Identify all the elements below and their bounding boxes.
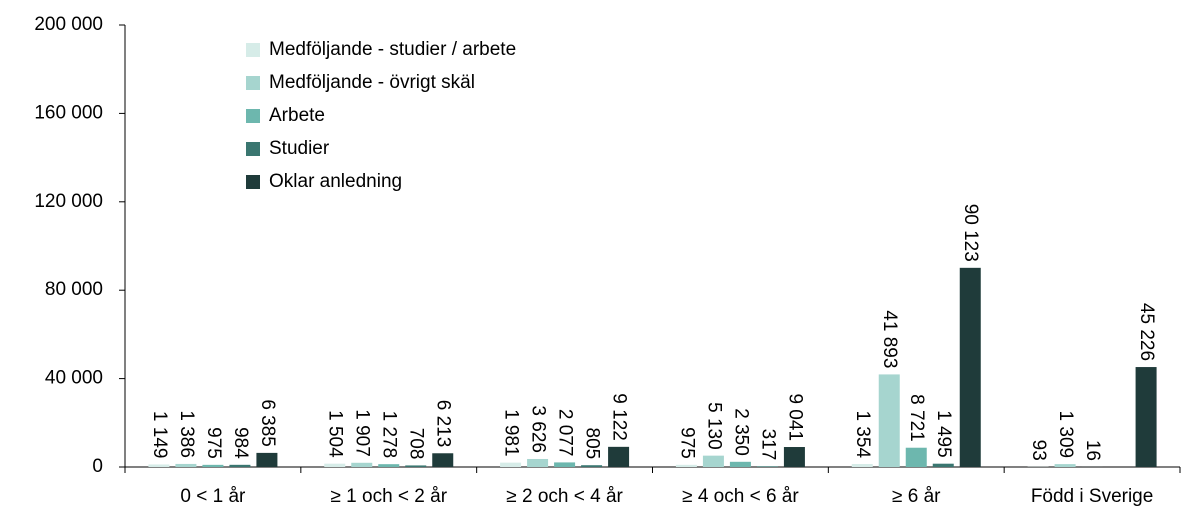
bar xyxy=(256,453,277,467)
legend-label: Arbete xyxy=(269,105,325,126)
bar xyxy=(581,465,602,467)
bar xyxy=(852,464,873,467)
legend-swatch xyxy=(246,109,260,123)
bar xyxy=(229,465,250,467)
bar xyxy=(608,447,629,467)
bar xyxy=(676,465,697,467)
data-label: 45 226 xyxy=(1136,303,1157,361)
bar xyxy=(784,447,805,467)
x-tick-label: ≥ 4 och < 6 år xyxy=(682,486,799,507)
bar xyxy=(202,465,223,467)
y-tick-label: 200 000 xyxy=(34,14,103,35)
y-tick-label: 80 000 xyxy=(45,279,103,300)
bar xyxy=(1055,464,1076,467)
bar xyxy=(906,448,927,467)
legend-label: Medföljande - studier / arbete xyxy=(269,39,516,60)
data-label: 41 893 xyxy=(879,310,900,368)
legend-label: Oklar anledning xyxy=(269,171,402,192)
y-tick-label: 0 xyxy=(92,456,103,477)
data-label: 1 309 xyxy=(1055,411,1076,459)
legend-label: Studier xyxy=(269,138,330,159)
data-label: 6 385 xyxy=(257,399,278,447)
bar xyxy=(1136,367,1157,467)
bar xyxy=(757,466,778,467)
data-label: 984 xyxy=(230,427,251,459)
bar xyxy=(175,464,196,467)
x-tick-label: ≥ 2 och < 4 år xyxy=(506,486,623,507)
bar xyxy=(730,462,751,467)
legend-swatch xyxy=(246,43,260,57)
data-label: 1 278 xyxy=(379,411,400,459)
bar xyxy=(432,453,453,467)
data-label: 93 xyxy=(1028,440,1049,461)
data-label: 8 721 xyxy=(906,394,927,442)
data-label: 317 xyxy=(757,429,778,461)
legend-swatch xyxy=(246,76,260,90)
legend-swatch xyxy=(246,175,260,189)
y-tick-label: 120 000 xyxy=(34,191,103,212)
legend-label: Medföljande - övrigt skäl xyxy=(269,72,475,93)
data-label: 1 386 xyxy=(176,410,197,458)
data-label: 16 xyxy=(1082,440,1103,461)
x-tick-label: ≥ 6 år xyxy=(892,486,941,507)
data-label: 1 981 xyxy=(501,409,522,457)
bar xyxy=(527,459,548,467)
x-tick-label: 0 < 1 år xyxy=(180,486,246,507)
data-label: 975 xyxy=(676,427,697,459)
data-label: 1 495 xyxy=(933,410,954,458)
bar xyxy=(554,462,575,467)
data-label: 805 xyxy=(582,428,603,460)
data-label: 975 xyxy=(203,427,224,459)
bar xyxy=(148,464,169,467)
bar xyxy=(703,456,724,467)
data-label: 1 907 xyxy=(352,409,373,457)
bar xyxy=(879,374,900,467)
data-label: 1 149 xyxy=(149,411,170,459)
bar xyxy=(378,464,399,467)
data-label: 90 123 xyxy=(960,204,981,262)
data-label: 2 077 xyxy=(555,409,576,457)
bar xyxy=(405,465,426,467)
bar xyxy=(960,268,981,467)
data-label: 2 350 xyxy=(730,408,751,456)
data-label: 6 213 xyxy=(433,400,454,448)
data-label: 5 130 xyxy=(703,402,724,450)
bar xyxy=(324,464,345,467)
bar xyxy=(351,463,372,467)
data-label: 9 122 xyxy=(609,393,630,441)
bar xyxy=(500,463,521,467)
data-label: 3 626 xyxy=(528,405,549,453)
legend-swatch xyxy=(246,142,260,156)
y-tick-label: 40 000 xyxy=(45,368,103,389)
data-label: 1 504 xyxy=(325,410,346,458)
data-label: 9 041 xyxy=(784,393,805,441)
data-label: 708 xyxy=(406,428,427,460)
bar xyxy=(933,464,954,467)
x-tick-label: ≥ 1 och < 2 år xyxy=(330,486,447,507)
x-tick-label: Född i Sverige xyxy=(1031,486,1154,507)
data-label: 1 354 xyxy=(852,410,873,458)
y-tick-label: 160 000 xyxy=(34,102,103,123)
